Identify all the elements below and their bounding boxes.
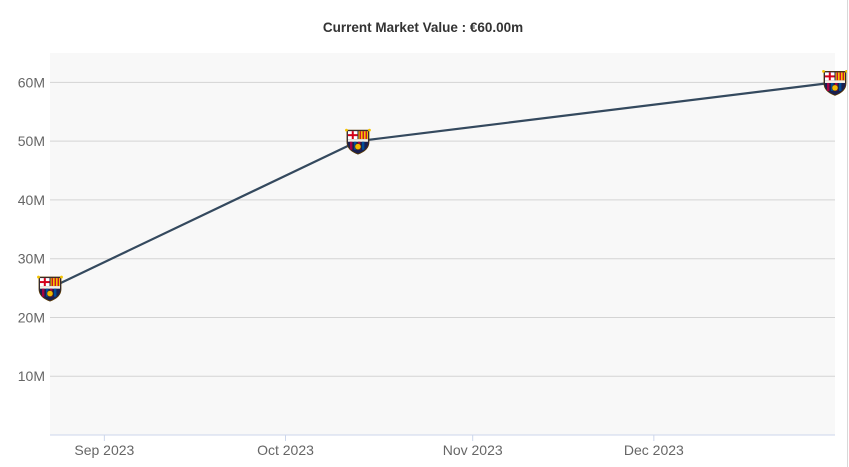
- club-crest-icon[interactable]: [37, 275, 63, 302]
- data-markers[interactable]: [37, 69, 848, 302]
- club-crest-icon[interactable]: [345, 128, 371, 155]
- x-tick-label: Nov 2023: [443, 442, 503, 458]
- y-tick-label: 50M: [18, 133, 45, 149]
- y-tick-label: 30M: [18, 251, 45, 267]
- y-tick-label: 60M: [18, 74, 45, 90]
- chart-title: Current Market Value : €60.00m: [323, 20, 523, 35]
- y-tick-label: 10M: [18, 368, 45, 384]
- gridlines: [50, 81, 835, 377]
- club-crest-icon[interactable]: [822, 69, 848, 96]
- y-axis-ticks: 10M 20M 30M 40M 50M 60M: [18, 74, 45, 384]
- frame-border: [847, 0, 848, 467]
- x-tick-label: Sep 2023: [74, 442, 134, 458]
- x-tick-label: Oct 2023: [257, 442, 314, 458]
- y-tick-label: 40M: [18, 192, 45, 208]
- x-tick-label: Dec 2023: [624, 442, 684, 458]
- y-tick-label: 20M: [18, 309, 45, 325]
- plot-area: [50, 53, 835, 435]
- x-axis-ticks: Sep 2023 Oct 2023 Nov 2023 Dec 2023: [74, 435, 684, 458]
